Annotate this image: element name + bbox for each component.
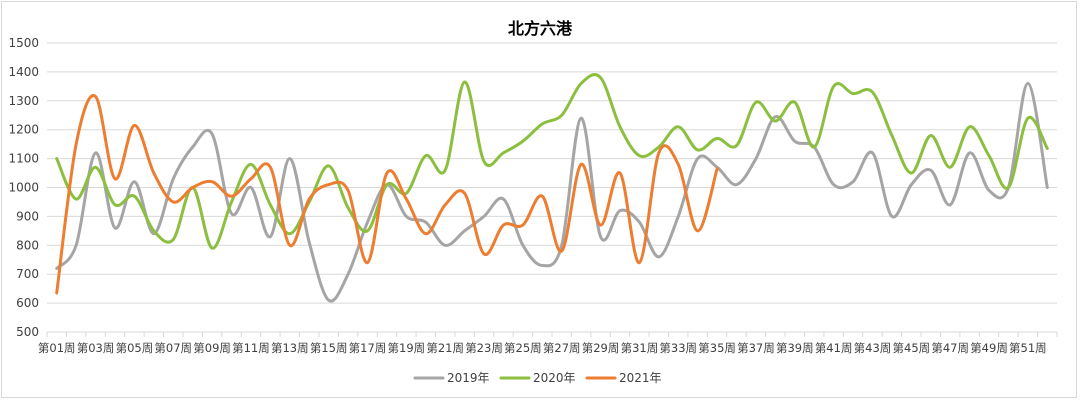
y-tick-label: 1200 xyxy=(8,123,39,137)
y-tick-label: 600 xyxy=(16,296,39,310)
y-tick-label: 1500 xyxy=(8,36,39,50)
x-tick-label: 第45周 xyxy=(893,341,931,355)
x-tick-label: 第51周 xyxy=(1009,341,1047,355)
x-tick-label: 第29周 xyxy=(582,341,620,355)
x-tick-label: 第13周 xyxy=(271,341,309,355)
y-tick-label: 800 xyxy=(16,238,39,252)
x-tick-label: 第11周 xyxy=(232,341,270,355)
x-tick-label: 第19周 xyxy=(388,341,426,355)
x-tick-label: 第21周 xyxy=(426,341,464,355)
y-tick-label: 900 xyxy=(16,209,39,223)
x-tick-label: 第35周 xyxy=(698,341,736,355)
y-tick-label: 1100 xyxy=(8,152,39,166)
x-tick-label: 第17周 xyxy=(349,341,387,355)
grid xyxy=(47,42,1057,333)
series-line-2020年 xyxy=(55,73,1049,250)
legend-label: 2020年 xyxy=(533,371,576,385)
x-tick-label: 第03周 xyxy=(77,341,115,355)
x-tick-label: 第09周 xyxy=(193,341,231,355)
x-tick-label: 第49周 xyxy=(970,341,1008,355)
chart-title: 北方六港 xyxy=(508,19,573,38)
series-lines xyxy=(55,73,1049,303)
x-tick-label: 第31周 xyxy=(621,341,659,355)
y-tick-label: 700 xyxy=(16,267,39,281)
legend-label: 2019年 xyxy=(447,371,490,385)
x-tick-label: 第27周 xyxy=(543,341,581,355)
y-tick-label: 1000 xyxy=(8,181,39,195)
x-tick-label: 第33周 xyxy=(659,341,697,355)
x-tick-label: 第43周 xyxy=(854,341,892,355)
x-tick-label: 第41周 xyxy=(815,341,853,355)
legend-label: 2021年 xyxy=(619,371,662,385)
x-tick-label: 第39周 xyxy=(776,341,814,355)
y-tick-label: 1400 xyxy=(8,65,39,79)
x-tick-label: 第47周 xyxy=(931,341,969,355)
x-tick-label: 第05周 xyxy=(116,341,154,355)
x-axis-ticks: 第01周 第03周 第05周 第07周 第09周 第11周 第13周 第15周 第17周 第19周… xyxy=(38,332,1058,355)
x-tick-label: 第07周 xyxy=(154,341,192,355)
series-line-2019年 xyxy=(55,81,1049,303)
x-tick-label: 第15周 xyxy=(310,341,348,355)
y-tick-label: 1300 xyxy=(8,94,39,108)
legend: 2019年 2020年 2021年 xyxy=(413,371,662,385)
y-axis-ticks: 500 600 700 800 900 1000 1100 1200 1300 1400 1500 xyxy=(8,36,39,339)
series-line-2021年 xyxy=(55,94,719,295)
x-tick-label: 第01周 xyxy=(38,341,76,355)
x-tick-label: 第25周 xyxy=(504,341,542,355)
y-tick-label: 500 xyxy=(16,325,39,339)
x-tick-label: 第37周 xyxy=(737,341,775,355)
x-tick-label: 第23周 xyxy=(465,341,503,355)
